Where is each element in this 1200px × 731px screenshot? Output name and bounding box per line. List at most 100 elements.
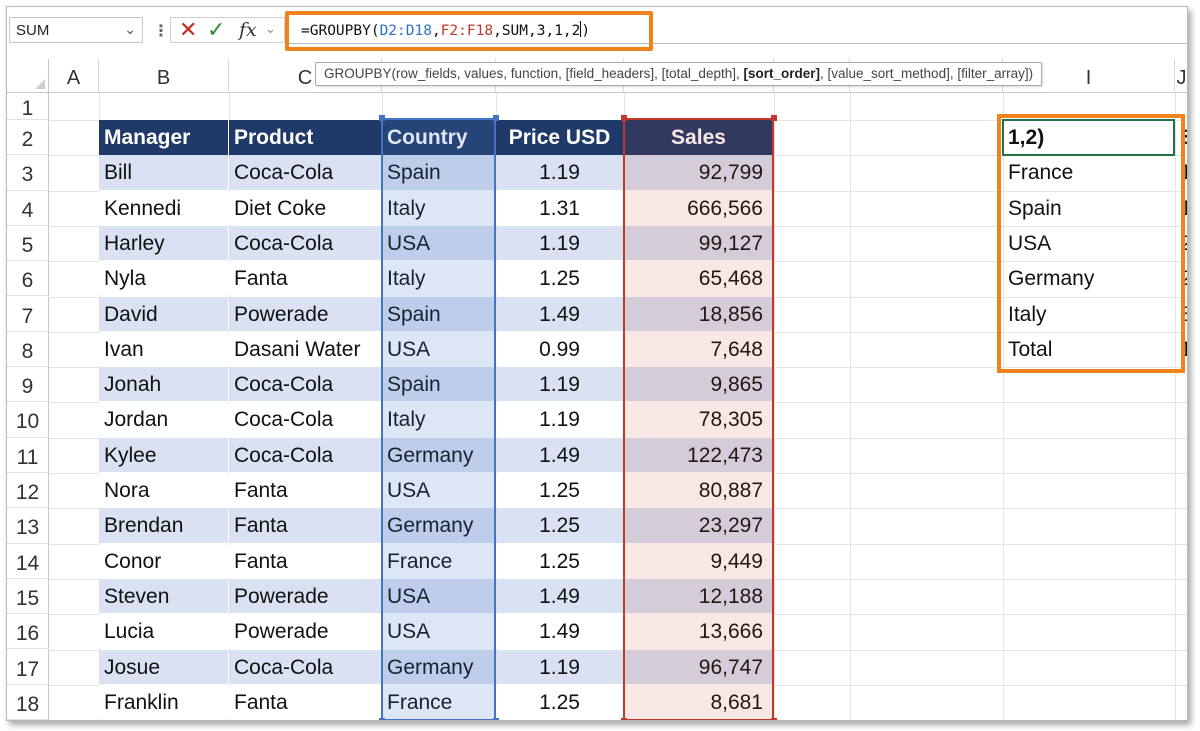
insert-function-icon[interactable]: fx <box>239 19 257 41</box>
formula-input[interactable]: =GROUPBY(D2:D18,F2:F18,SUM,3,1,2) <box>289 16 1187 44</box>
table-cell[interactable]: Diet Coke <box>229 190 381 225</box>
select-all-corner[interactable] <box>7 59 49 93</box>
result-cell[interactable]: Germany <box>1008 267 1095 291</box>
table-cell[interactable]: Coca-Cola <box>229 402 381 437</box>
table-cell[interactable]: 1.25 <box>496 473 623 508</box>
table-cell[interactable]: Bill <box>99 155 228 190</box>
table-cell[interactable]: Jordan <box>99 402 228 437</box>
table-cell[interactable]: 1.49 <box>496 614 623 649</box>
result-cell[interactable]: Total <box>1008 337 1053 361</box>
table-cell[interactable]: Nyla <box>99 261 228 296</box>
table-cell[interactable]: 7,648 <box>624 331 773 367</box>
table-cell[interactable]: 0.99 <box>496 331 623 367</box>
table-cell[interactable]: Ivan <box>99 331 228 367</box>
more-options-icon[interactable]: ⋮ <box>153 23 169 40</box>
table-cell[interactable]: 65,468 <box>624 261 773 296</box>
table-header-cell[interactable]: Manager <box>99 120 228 156</box>
table-cell[interactable]: Kennedi <box>99 190 228 225</box>
table-cell[interactable]: Italy <box>382 190 495 225</box>
table-header-cell[interactable]: Sales <box>624 120 773 156</box>
table-cell[interactable]: Coca-Cola <box>229 437 381 472</box>
range-resize-handle[interactable] <box>621 718 627 720</box>
table-cell[interactable]: Germany <box>382 437 495 472</box>
table-cell[interactable]: Franklin <box>99 684 228 720</box>
table-cell[interactable]: 1.19 <box>496 225 623 261</box>
table-cell[interactable]: Jonah <box>99 367 228 402</box>
table-cell[interactable]: Fanta <box>229 261 381 296</box>
chevron-down-icon[interactable]: ⌄ <box>265 21 276 36</box>
table-cell[interactable]: 92,799 <box>624 155 773 190</box>
row-header-12[interactable]: 12 <box>7 473 49 509</box>
table-header-cell[interactable]: Country <box>382 120 495 156</box>
column-header-a[interactable]: A <box>49 59 99 93</box>
table-cell[interactable]: 1.19 <box>496 649 623 684</box>
table-cell[interactable]: Kylee <box>99 437 228 472</box>
table-cell[interactable]: USA <box>382 614 495 649</box>
table-cell[interactable]: 1.25 <box>496 543 623 578</box>
table-cell[interactable]: Fanta <box>229 543 381 578</box>
result-cell[interactable]: USA <box>1008 231 1052 255</box>
row-header-2[interactable]: 2 <box>7 120 49 156</box>
table-cell[interactable]: France <box>382 684 495 720</box>
row-header-14[interactable]: 14 <box>7 543 49 579</box>
table-cell[interactable]: USA <box>382 331 495 367</box>
column-header-i[interactable]: I <box>1003 59 1175 93</box>
table-cell[interactable]: Spain <box>382 367 495 402</box>
table-cell[interactable]: Fanta <box>229 508 381 543</box>
row-header-4[interactable]: 4 <box>7 190 49 226</box>
range-resize-handle[interactable] <box>379 718 385 720</box>
table-cell[interactable]: 78,305 <box>624 402 773 437</box>
result-cell[interactable]: Spain <box>1008 196 1062 220</box>
table-cell[interactable]: Josue <box>99 649 228 684</box>
row-header-8[interactable]: 8 <box>7 331 49 368</box>
table-cell[interactable]: 122,473 <box>624 437 773 472</box>
table-cell[interactable]: 1.19 <box>496 367 623 402</box>
chevron-down-icon[interactable]: ⌄ <box>124 21 136 37</box>
table-cell[interactable]: USA <box>382 578 495 614</box>
table-cell[interactable]: Powerade <box>229 296 381 331</box>
table-cell[interactable]: Italy <box>382 402 495 437</box>
table-header-cell[interactable]: Price USD <box>496 120 623 156</box>
table-cell[interactable]: 1.25 <box>496 508 623 543</box>
table-cell[interactable]: Conor <box>99 543 228 578</box>
table-cell[interactable]: Germany <box>382 649 495 684</box>
range-resize-handle[interactable] <box>493 115 499 121</box>
row-header-3[interactable]: 3 <box>7 155 49 191</box>
table-cell[interactable]: Harley <box>99 225 228 261</box>
table-cell[interactable]: Italy <box>382 261 495 296</box>
table-cell[interactable]: Coca-Cola <box>229 155 381 190</box>
row-header-17[interactable]: 17 <box>7 649 49 685</box>
table-cell[interactable]: Dasani Water <box>229 331 381 367</box>
table-cell[interactable]: 1.19 <box>496 155 623 190</box>
table-cell[interactable]: 12,188 <box>624 578 773 614</box>
table-cell[interactable]: David <box>99 296 228 331</box>
column-header-b[interactable]: B <box>99 59 229 93</box>
table-cell[interactable]: 23,297 <box>624 508 773 543</box>
table-cell[interactable]: 9,449 <box>624 543 773 578</box>
row-header-11[interactable]: 11 <box>7 437 49 473</box>
row-header-10[interactable]: 10 <box>7 402 49 438</box>
table-cell[interactable]: Nora <box>99 473 228 508</box>
row-header-13[interactable]: 13 <box>7 508 49 544</box>
table-cell[interactable]: 9,865 <box>624 367 773 402</box>
table-cell[interactable]: 666,566 <box>624 190 773 225</box>
table-cell[interactable]: Brendan <box>99 508 228 543</box>
table-cell[interactable]: USA <box>382 473 495 508</box>
range-resize-handle[interactable] <box>621 115 627 121</box>
table-cell[interactable]: 13,666 <box>624 614 773 649</box>
table-cell[interactable]: Fanta <box>229 473 381 508</box>
table-cell[interactable]: USA <box>382 225 495 261</box>
range-resize-handle[interactable] <box>379 115 385 121</box>
table-cell[interactable]: 1.19 <box>496 402 623 437</box>
table-cell[interactable]: Spain <box>382 296 495 331</box>
table-cell[interactable]: 1.49 <box>496 578 623 614</box>
enter-icon[interactable]: ✓ <box>207 17 226 42</box>
row-header-7[interactable]: 7 <box>7 296 49 332</box>
row-header-18[interactable]: 18 <box>7 684 49 720</box>
row-header-5[interactable]: 5 <box>7 225 49 262</box>
table-cell[interactable]: 80,887 <box>624 473 773 508</box>
table-cell[interactable]: Coca-Cola <box>229 649 381 684</box>
result-cell[interactable]: Italy <box>1008 302 1047 326</box>
cancel-icon[interactable]: ✕ <box>179 17 198 42</box>
row-header-6[interactable]: 6 <box>7 261 49 297</box>
